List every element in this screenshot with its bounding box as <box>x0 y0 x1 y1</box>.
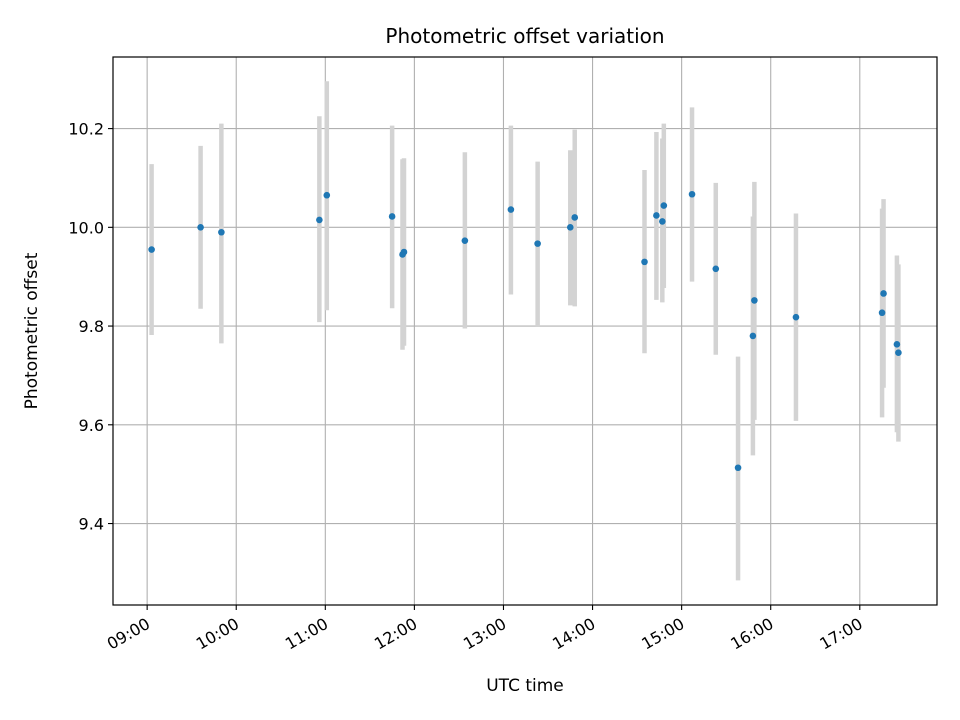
data-point <box>461 237 469 244</box>
data-point <box>388 213 396 220</box>
y-tick-label: 10.2 <box>68 120 104 139</box>
data-point <box>893 341 901 348</box>
data-point <box>400 248 408 256</box>
data-point <box>712 265 720 273</box>
data-point <box>571 214 579 221</box>
data-point <box>316 216 323 224</box>
data-point <box>688 190 696 198</box>
data-point <box>566 224 574 231</box>
data-point <box>749 332 757 340</box>
y-axis-label: Photometric offset <box>22 252 42 409</box>
data-point <box>880 290 887 297</box>
x-axis-label: UTC time <box>486 676 564 696</box>
y-axis: 9.4 9.6 9.8 10.0 10.2 <box>68 120 113 534</box>
data-point <box>534 240 541 247</box>
data-point <box>653 212 660 219</box>
data-point <box>507 206 515 213</box>
data-point <box>641 258 648 266</box>
data-point <box>751 297 758 304</box>
data-point <box>792 313 800 321</box>
data-points <box>148 190 902 472</box>
plot-frame <box>112 56 938 606</box>
data-point <box>218 228 225 236</box>
data-point <box>734 464 742 472</box>
y-tick-label: 9.6 <box>79 416 104 435</box>
y-tick-label: 10.0 <box>68 218 104 237</box>
data-point <box>659 218 666 225</box>
chart-title: Photometric offset variation <box>385 24 664 48</box>
data-point <box>197 224 204 231</box>
data-point <box>660 202 668 209</box>
data-point <box>323 191 331 199</box>
grid <box>113 57 937 605</box>
y-tick-label: 9.4 <box>79 515 104 534</box>
data-point <box>878 309 886 317</box>
plot-background <box>113 57 937 605</box>
data-point <box>148 246 155 253</box>
y-tick-label: 9.8 <box>79 317 104 336</box>
data-point <box>895 349 902 357</box>
